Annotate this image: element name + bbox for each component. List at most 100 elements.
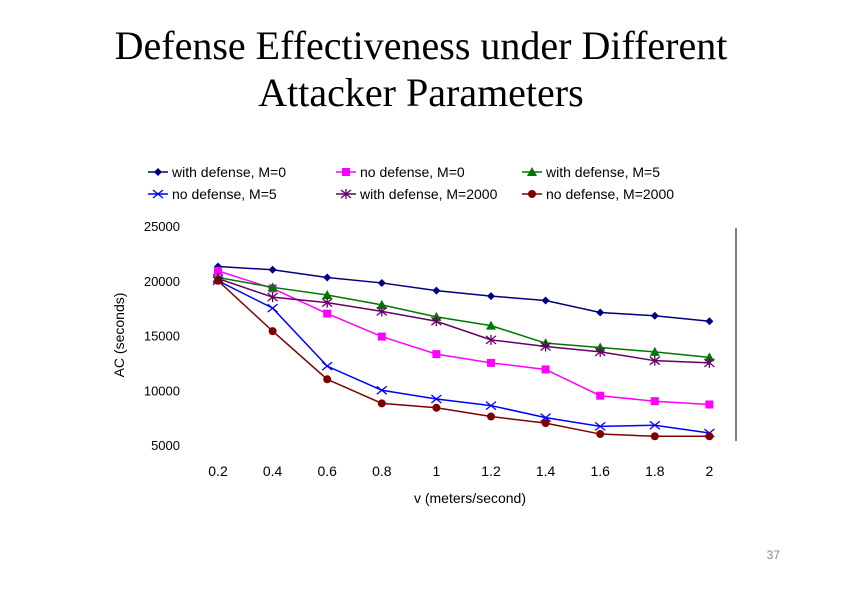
series-line (217, 265, 710, 323)
x-tick-label: 0.6 (317, 463, 337, 479)
legend-entry: with defense, M=0 (148, 164, 286, 180)
x-tick-label: 1.6 (590, 463, 610, 479)
x-tick-label: 1.8 (645, 463, 665, 479)
x-tick-label: 0.4 (263, 463, 283, 479)
legend-entry: no defense, M=0 (336, 164, 465, 180)
data-point (432, 403, 441, 412)
legend-label: with defense, M=2000 (359, 186, 498, 202)
data-point (377, 399, 386, 408)
data-point (323, 309, 332, 318)
data-point (323, 375, 332, 384)
y-tick-label: 10000 (144, 383, 180, 398)
data-point (596, 391, 605, 400)
data-point (650, 397, 659, 406)
legend-marker (340, 189, 352, 199)
data-point (321, 361, 333, 371)
x-tick-label: 1.2 (481, 463, 501, 479)
series-1 (214, 262, 714, 326)
legend-label: with defense, M=0 (171, 164, 286, 180)
series-line (217, 280, 710, 434)
data-point (214, 276, 222, 285)
legend-entry: no defense, M=2000 (522, 186, 674, 202)
data-point (267, 292, 279, 303)
legend-marker (342, 168, 350, 176)
data-point (321, 297, 333, 308)
legend-label: no defense, M=2000 (546, 186, 674, 202)
legend-label: with defense, M=5 (545, 164, 660, 180)
legend-marker (528, 190, 536, 198)
data-point (649, 420, 661, 430)
series-line (217, 277, 710, 364)
data-point (487, 292, 495, 301)
legend-marker (152, 189, 164, 199)
data-point (376, 385, 388, 395)
data-point (650, 311, 659, 320)
data-point (430, 394, 442, 404)
series-line (217, 280, 710, 437)
slide-title: Defense Effectiveness under Different At… (0, 22, 842, 116)
data-point (704, 352, 715, 362)
data-point (485, 334, 497, 345)
y-axis-label: AC (seconds) (111, 293, 127, 378)
data-point (540, 413, 552, 423)
data-point (485, 401, 497, 411)
x-tick-label: 0.2 (208, 463, 228, 479)
series-4 (212, 276, 715, 438)
y-tick-label: 25000 (144, 219, 180, 234)
page-number: 37 (766, 548, 780, 562)
data-point (432, 286, 441, 295)
x-tick-label: 1 (433, 463, 441, 479)
legend-entry: no defense, M=5 (148, 186, 277, 202)
y-tick-label: 5000 (151, 438, 180, 453)
data-point (594, 421, 606, 431)
x-tick-label: 1.4 (536, 463, 556, 479)
data-point (376, 306, 388, 317)
data-point (267, 303, 279, 313)
x-axis-label: v (meters/second) (414, 490, 526, 506)
data-point (377, 278, 386, 287)
data-point (649, 355, 661, 366)
data-point (596, 430, 605, 439)
series-line (217, 270, 710, 406)
legend-entry: with defense, M=5 (522, 164, 660, 180)
data-point (541, 296, 550, 305)
y-tick-label: 15000 (144, 329, 180, 344)
slide-title-line-2: Attacker Parameters (258, 70, 584, 115)
data-point (594, 346, 606, 357)
legend-entry: with defense, M=2000 (336, 186, 498, 202)
x-tick-label: 2 (706, 463, 714, 479)
data-point (430, 316, 442, 327)
data-point (705, 400, 714, 409)
data-point (322, 289, 333, 299)
series-line (217, 276, 710, 359)
data-point (432, 350, 441, 359)
y-tick-label: 20000 (144, 274, 180, 289)
data-point (541, 419, 550, 428)
legend-label: no defense, M=5 (172, 186, 277, 202)
data-point (487, 412, 495, 421)
data-point (268, 327, 277, 336)
data-point (650, 432, 659, 441)
x-tick-label: 0.8 (372, 463, 392, 479)
data-point (705, 317, 714, 326)
data-point (487, 358, 495, 367)
data-point (377, 332, 386, 341)
data-point (703, 357, 715, 368)
series-2 (214, 266, 714, 409)
data-point (323, 273, 332, 282)
data-point (486, 320, 496, 330)
data-point (268, 265, 277, 274)
data-point (267, 282, 278, 292)
data-point (376, 299, 387, 309)
data-point (214, 266, 222, 275)
data-point (540, 341, 552, 352)
data-point (596, 308, 605, 317)
series-3 (213, 272, 715, 362)
legend-marker (154, 168, 162, 176)
slide-title-line-1: Defense Effectiveness under Different (114, 23, 728, 68)
series-6 (214, 276, 714, 441)
data-point (649, 346, 660, 356)
legend-marker (527, 167, 537, 176)
data-point (705, 432, 714, 441)
